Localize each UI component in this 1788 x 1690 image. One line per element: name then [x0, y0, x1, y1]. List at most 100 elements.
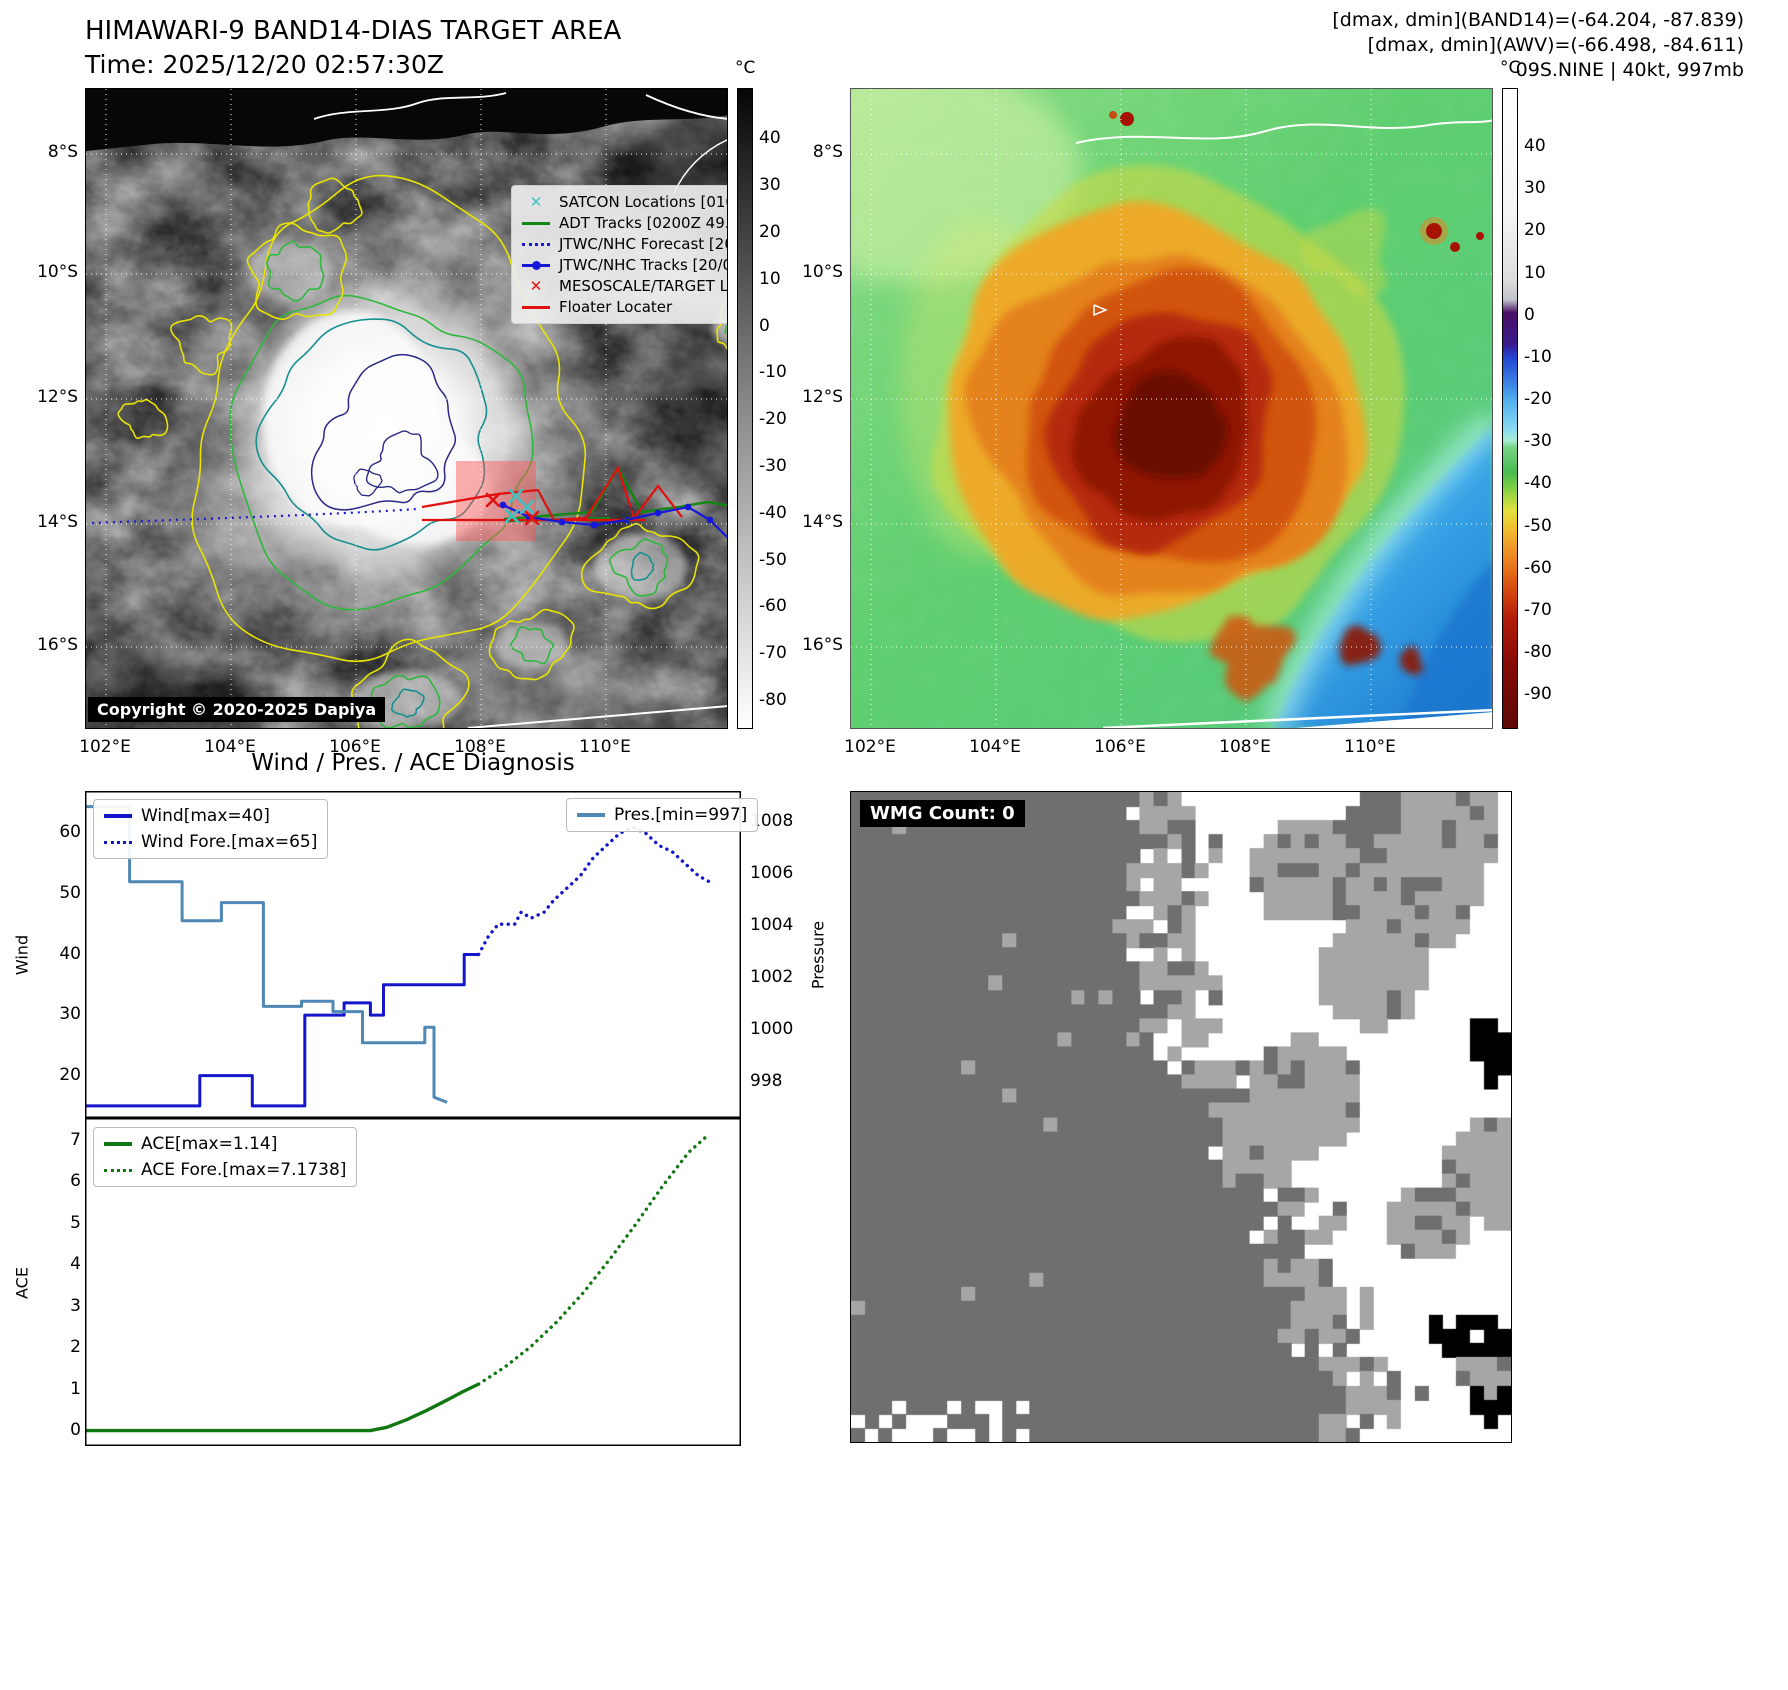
wind-legend: Wind[max=40] Wind Fore.[max=65] — [93, 799, 329, 859]
pressure-history-series — [85, 805, 448, 1104]
chart-legend-item: Wind Fore.[max=65] — [104, 832, 317, 852]
pressure-axis-label: Pressure — [808, 920, 828, 990]
legend-item-label: ACE Fore.[max=7.1738] — [141, 1160, 347, 1180]
map-legend-item: ADT Tracks [0200Z 49.0 997.0] — [522, 214, 727, 232]
colorbar-tick-label: 40 — [759, 128, 781, 149]
y-tick-label: 3 — [70, 1295, 81, 1316]
diagnosis-title: Wind / Pres. / ACE Diagnosis — [251, 750, 575, 776]
lat-tick-label: 14°S — [37, 512, 78, 532]
legend-item-label: ADT Tracks [0200Z 49.0 997.0] — [559, 214, 727, 232]
colorbar-tick-label: -80 — [1524, 642, 1552, 663]
dmax-dmin-awv: [dmax, dmin](AWV)=(-66.498, -84.611) — [1367, 34, 1744, 56]
x-marker-icon: ✕ — [529, 192, 543, 211]
awv-colorbar — [1502, 88, 1518, 729]
y-tick-label: 50 — [59, 882, 81, 903]
map-legend-item: JTWC/NHC Forecast [20/0000Z] — [522, 235, 727, 253]
y-tick-label: 0 — [70, 1420, 81, 1441]
y-tick-label: 6 — [70, 1171, 81, 1192]
y-tick-label: 998 — [750, 1070, 783, 1091]
chart-legend-item: ACE[max=1.14] — [104, 1134, 346, 1154]
colorbar-tick-label: 10 — [759, 268, 781, 289]
lon-tick-label: 110°E — [1344, 737, 1396, 757]
chart-legend-item: ACE Fore.[max=7.1738] — [104, 1160, 346, 1180]
ace-legend: ACE[max=1.14] ACE Fore.[max=7.1738] — [93, 1127, 358, 1187]
pressure-legend: Pres.[min=997] — [566, 798, 759, 832]
dotted-line-icon — [104, 840, 132, 844]
line-swatch-icon — [577, 813, 605, 817]
lat-tick-label: 10°S — [802, 262, 843, 282]
colorbar-tick-label: -70 — [759, 643, 787, 664]
lat-tick-label: 16°S — [802, 635, 843, 655]
colorbar-tick-label: 0 — [759, 315, 770, 336]
line-swatch-icon — [104, 1142, 132, 1146]
colorbar-tick-label: -40 — [759, 502, 787, 523]
wmg-grid-map — [851, 792, 1511, 1442]
lon-tick-label: 106°E — [329, 737, 381, 757]
dmax-dmin-band14: [dmax, dmin](BAND14)=(-64.204, -87.839) — [1332, 9, 1744, 31]
lat-tick-label: 12°S — [37, 387, 78, 407]
colorbar-tick-label: -90 — [1524, 684, 1552, 705]
wind-axis-label: Wind — [12, 934, 32, 976]
y-tick-label: 1000 — [750, 1018, 794, 1039]
storm-id-intensity: 09S.NINE | 40kt, 997mb — [1515, 59, 1744, 81]
page-title: HIMAWARI-9 BAND14-DIAS TARGET AREA — [85, 16, 622, 46]
y-tick-label: 1 — [70, 1378, 81, 1399]
y-tick-label: 30 — [59, 1004, 81, 1025]
legend-item-label: JTWC/NHC Tracks [20/0000Z] — [559, 256, 727, 274]
y-tick-label: 1004 — [750, 914, 794, 935]
map-legend-item: ✕ SATCON Locations [0100Z 37 997] — [522, 192, 727, 211]
legend-item-label: Pres.[min=997] — [614, 805, 748, 825]
chart-legend-item: Wind[max=40] — [104, 806, 317, 826]
colorbar-unit-label: °C — [1500, 58, 1521, 78]
colorbar-tick-label: -10 — [759, 362, 787, 383]
lon-tick-label: 108°E — [454, 737, 506, 757]
legend-item-label: JTWC/NHC Forecast [20/0000Z] — [559, 235, 727, 253]
colorbar-tick-label: -30 — [1524, 431, 1552, 452]
line-swatch-icon — [522, 305, 550, 309]
map-legend-item: ✕ MESOSCALE/TARGET Location — [522, 276, 728, 295]
lat-tick-label: 8°S — [812, 142, 843, 162]
y-tick-label: 20 — [59, 1064, 81, 1085]
band14-colorbar — [737, 88, 753, 729]
wmg-count-badge: WMG Count: 0 — [860, 800, 1025, 827]
dotted-line-icon — [104, 1168, 132, 1172]
colorbar-tick-label: -20 — [759, 409, 787, 430]
map-legend-item: JTWC/NHC Tracks [20/0000Z] — [522, 256, 727, 274]
y-tick-label: 7 — [70, 1129, 81, 1150]
lon-tick-label: 104°E — [204, 737, 256, 757]
colorbar-tick-label: -30 — [759, 455, 787, 476]
colorbar-tick-label: -20 — [1524, 389, 1552, 410]
lat-tick-label: 12°S — [802, 387, 843, 407]
colorbar-tick-label: 40 — [1524, 136, 1546, 157]
y-tick-label: 40 — [59, 943, 81, 964]
y-tick-label: 1008 — [750, 811, 794, 832]
wmg-map-panel: WMG Count: 0 — [850, 791, 1512, 1443]
lon-tick-label: 110°E — [579, 737, 631, 757]
lon-tick-label: 102°E — [844, 737, 896, 757]
colorbar-tick-label: 20 — [1524, 220, 1546, 241]
awv-satellite-image — [851, 89, 1492, 728]
y-tick-label: 4 — [70, 1254, 81, 1275]
dotted-line-icon — [522, 242, 550, 246]
ace-forecast-series — [476, 1132, 712, 1386]
y-tick-label: 1006 — [750, 863, 794, 884]
lon-tick-label: 102°E — [79, 737, 131, 757]
legend-item-label: MESOSCALE/TARGET Location — [559, 277, 728, 295]
legend-item-label: ACE[max=1.14] — [141, 1134, 278, 1154]
colorbar-tick-label: -10 — [1524, 346, 1552, 367]
colorbar-tick-label: 20 — [759, 222, 781, 243]
colorbar-tick-label: -40 — [1524, 473, 1552, 494]
lon-tick-label: 108°E — [1219, 737, 1271, 757]
wind-history-series — [85, 953, 479, 1108]
lat-tick-label: 14°S — [802, 512, 843, 532]
colorbar-tick-label: -80 — [759, 689, 787, 710]
chart-border — [85, 1118, 741, 1446]
colorbar-tick-label: -70 — [1524, 599, 1552, 620]
colorbar-tick-label: -50 — [759, 549, 787, 570]
chart-border — [85, 791, 741, 1118]
colorbar-tick-label: -50 — [1524, 515, 1552, 536]
x-marker-icon: ✕ — [529, 276, 543, 295]
legend-item-label: Wind[max=40] — [141, 806, 270, 826]
lon-tick-label: 104°E — [969, 737, 1021, 757]
